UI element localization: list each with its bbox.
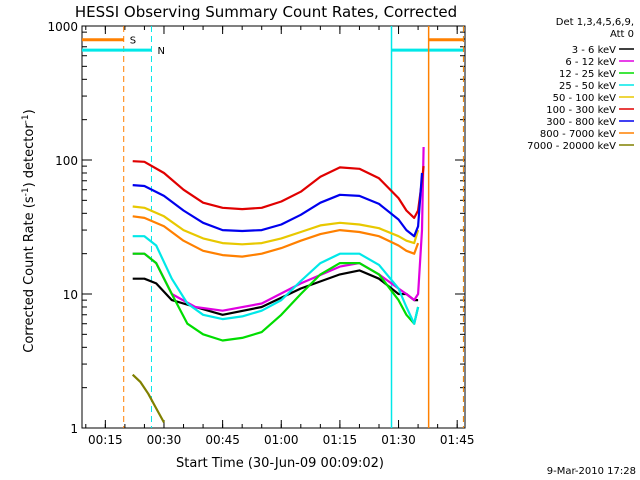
series-line [132, 269, 419, 316]
legend-label: 6 - 12 keV [565, 57, 616, 68]
x-tick-label: 01:15 [323, 433, 358, 447]
y-axis-label: Corrected Count Rate (s-1) detector-1) [21, 109, 37, 353]
x-tick-label: 01:45 [440, 433, 475, 447]
legend-label: 50 - 100 keV [553, 93, 617, 104]
y-tick-label: 100 [55, 154, 78, 168]
series-line [132, 172, 424, 238]
chart-title: HESSI Observing Summary Count Rates, Cor… [75, 3, 457, 21]
plot-area [81, 25, 466, 429]
x-tick-label: 01:00 [264, 433, 299, 447]
legend-label: 800 - 7000 keV [540, 129, 616, 140]
legend-header-2: Att 0 [610, 29, 634, 40]
x-tick-label: 00:15 [88, 433, 123, 447]
x-tick-label: 01:30 [381, 433, 416, 447]
legend-label: 25 - 50 keV [559, 81, 616, 92]
legend-label: 7000 - 20000 keV [527, 141, 616, 152]
series-line [132, 215, 420, 258]
series-line [132, 252, 420, 342]
legend-header-1: Det 1,3,4,5,6,9, [556, 17, 634, 28]
legend-label: 3 - 6 keV [572, 45, 616, 56]
y-tick-label: 1000 [47, 20, 78, 34]
x-axis-label: Start Time (30-Jun-09 00:09:02) [176, 456, 384, 471]
series-lines [131, 146, 425, 424]
legend-label: 100 - 300 keV [546, 105, 616, 116]
series-line [132, 235, 420, 325]
legend-label: 12 - 25 keV [559, 69, 616, 80]
marker-label: S [130, 36, 136, 47]
series-line [132, 205, 420, 246]
y-tick-label: 1 [70, 422, 78, 436]
observing-markers: SN [82, 26, 464, 428]
series-line [131, 373, 165, 424]
y-tick-label: 10 [63, 288, 78, 302]
x-tick-label: 00:30 [147, 433, 182, 447]
x-tick-label: 00:45 [205, 433, 240, 447]
legend-label: 300 - 800 keV [546, 117, 616, 128]
footer-timestamp: 9-Mar-2010 17:28 [547, 466, 636, 477]
axis-ticks: 00:15 00:30 00:45 01:00 01:15 01:30 01:45 1 10 10… [47, 20, 474, 447]
series-line [132, 160, 425, 219]
marker-label: N [157, 46, 164, 57]
